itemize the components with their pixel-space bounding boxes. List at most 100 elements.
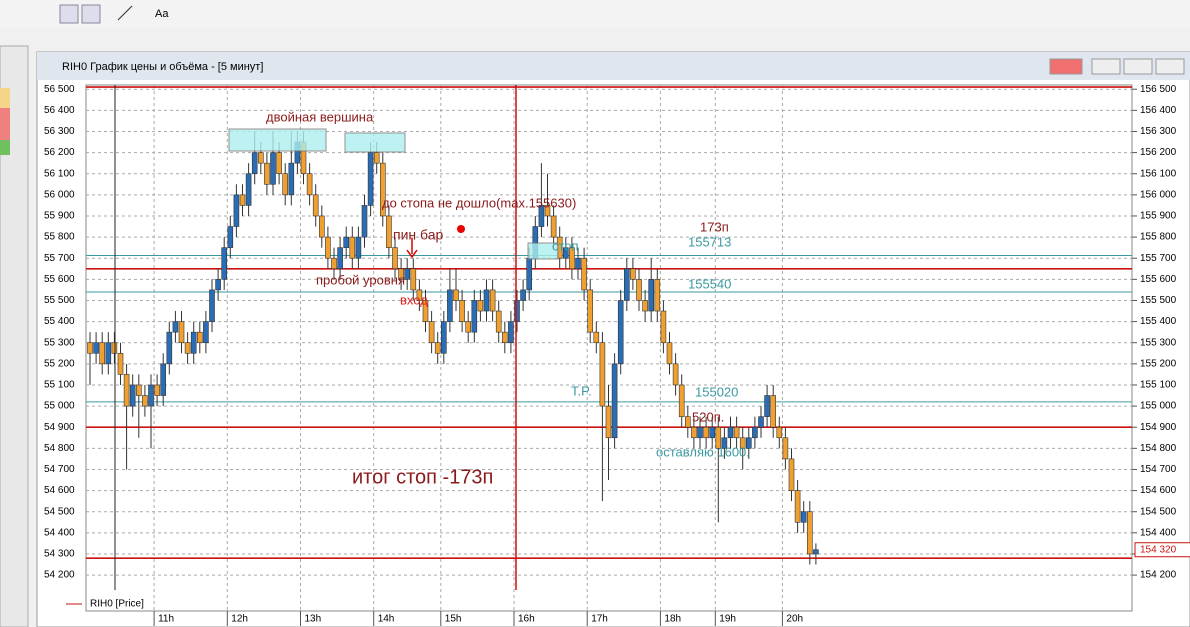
candle-body bbox=[709, 426, 716, 439]
y-tick-label: 56 300 bbox=[44, 126, 75, 137]
y-tick-label: 55 800 bbox=[44, 232, 75, 243]
zone-box bbox=[527, 242, 559, 260]
y2-tick-label: 154 900 bbox=[1140, 422, 1177, 433]
tool-line[interactable] bbox=[117, 5, 133, 21]
y-tick-label: 56 500 bbox=[44, 84, 75, 95]
candle-body bbox=[477, 300, 484, 312]
candle-body bbox=[623, 268, 630, 301]
window-title: RIH0 График цены и объёма - [5 минут] bbox=[62, 61, 263, 73]
candle-body bbox=[239, 194, 246, 206]
candle-body bbox=[392, 247, 398, 270]
candle-body bbox=[312, 194, 319, 217]
zone-box bbox=[344, 132, 406, 153]
candle-body bbox=[800, 511, 807, 523]
candle-body bbox=[642, 300, 648, 312]
panel-cell bbox=[0, 88, 10, 108]
y2-tick-label: 156 200 bbox=[1140, 147, 1177, 158]
annotation: пробой уровня bbox=[316, 272, 405, 287]
x-tick-label: 14h bbox=[378, 614, 395, 625]
candle-body bbox=[331, 257, 337, 270]
candle-body bbox=[251, 152, 258, 175]
candle-body bbox=[569, 247, 575, 270]
candle-body bbox=[593, 331, 600, 344]
candle-body bbox=[752, 426, 758, 439]
annotation: пин бар bbox=[393, 227, 444, 243]
tool-pan[interactable] bbox=[81, 4, 101, 24]
arrow-head bbox=[406, 249, 418, 259]
link-button[interactable] bbox=[1049, 58, 1083, 75]
annotation: 155020 bbox=[695, 384, 738, 399]
candle-body bbox=[410, 268, 417, 291]
annotations: двойная вершина до стопа не дошло(max.15… bbox=[266, 109, 750, 488]
y2-tick-label: 155 100 bbox=[1140, 380, 1177, 391]
annotation: вход bbox=[400, 292, 428, 307]
candle-body bbox=[684, 416, 691, 428]
candle-body bbox=[318, 215, 325, 238]
candle-body bbox=[221, 247, 227, 280]
candle-body bbox=[526, 257, 533, 291]
candle-body bbox=[483, 289, 490, 312]
annotation: до стопа не дошло(max.155630) bbox=[382, 195, 576, 210]
candle-body bbox=[282, 173, 289, 196]
candle-body bbox=[154, 384, 160, 396]
candle-body bbox=[617, 300, 624, 365]
candle-body bbox=[148, 384, 154, 407]
y2-tick-label: 154 500 bbox=[1140, 506, 1177, 517]
candle-body bbox=[587, 289, 594, 333]
close-button[interactable] bbox=[1155, 58, 1185, 75]
y-tick-label: 56 100 bbox=[44, 168, 75, 179]
candle-body bbox=[355, 236, 362, 259]
candle-body bbox=[416, 289, 423, 301]
tool-font[interactable]: Aa bbox=[155, 8, 169, 20]
tool-hand[interactable] bbox=[59, 4, 79, 24]
y2-tick-label: 156 100 bbox=[1140, 168, 1177, 179]
y-tick-label: 56 400 bbox=[44, 105, 75, 116]
x-tick-label: 19h bbox=[719, 614, 736, 625]
candle-body bbox=[514, 300, 520, 322]
candle-body bbox=[520, 289, 526, 301]
y2-tick-label: 154 200 bbox=[1140, 570, 1177, 581]
candle-body bbox=[227, 226, 234, 248]
candle-body bbox=[190, 331, 197, 354]
zone-box bbox=[228, 128, 327, 152]
candle-body bbox=[508, 321, 514, 344]
candle-body bbox=[538, 205, 545, 227]
candle-body bbox=[142, 395, 148, 407]
candle-body bbox=[471, 300, 478, 333]
candle-body bbox=[172, 321, 179, 333]
y2-tick-label: 155 400 bbox=[1140, 316, 1177, 327]
candle-body bbox=[776, 426, 783, 439]
candle-body bbox=[788, 458, 795, 491]
candle-body bbox=[733, 426, 740, 439]
candle-body bbox=[550, 215, 557, 238]
candle-body bbox=[117, 352, 124, 375]
annotation: стоп bbox=[552, 238, 579, 253]
legend-label: RIH0 [Price] bbox=[90, 599, 144, 610]
candle-body bbox=[770, 395, 777, 428]
y2-tick-label: 155 700 bbox=[1140, 253, 1177, 264]
candle-body bbox=[611, 363, 618, 439]
candle-body bbox=[105, 342, 112, 365]
candle-body bbox=[678, 384, 685, 417]
candle-body bbox=[361, 205, 368, 238]
candle-body bbox=[581, 257, 587, 291]
minimize-button[interactable] bbox=[1091, 58, 1121, 75]
y-tick-label: 55 300 bbox=[44, 337, 75, 348]
y-tick-label: 56 200 bbox=[44, 147, 75, 158]
candle-body bbox=[813, 549, 819, 555]
y2-tick-label: 155 900 bbox=[1140, 211, 1177, 222]
y2-tick-label: 154 400 bbox=[1140, 527, 1177, 538]
candle-body bbox=[264, 162, 270, 185]
maximize-button[interactable] bbox=[1123, 58, 1153, 75]
y2-tick-label: 154 700 bbox=[1140, 464, 1177, 475]
annotation: итог стоп -173п bbox=[352, 466, 493, 488]
candle-body bbox=[465, 321, 472, 333]
candle-body bbox=[495, 310, 502, 333]
candle-body bbox=[459, 300, 465, 322]
candle-body bbox=[197, 331, 203, 344]
last-price-tag bbox=[1134, 542, 1190, 558]
x-tick-label: 18h bbox=[664, 614, 681, 625]
y2-tick-label: 155 500 bbox=[1140, 295, 1177, 306]
candle-body bbox=[745, 437, 752, 449]
